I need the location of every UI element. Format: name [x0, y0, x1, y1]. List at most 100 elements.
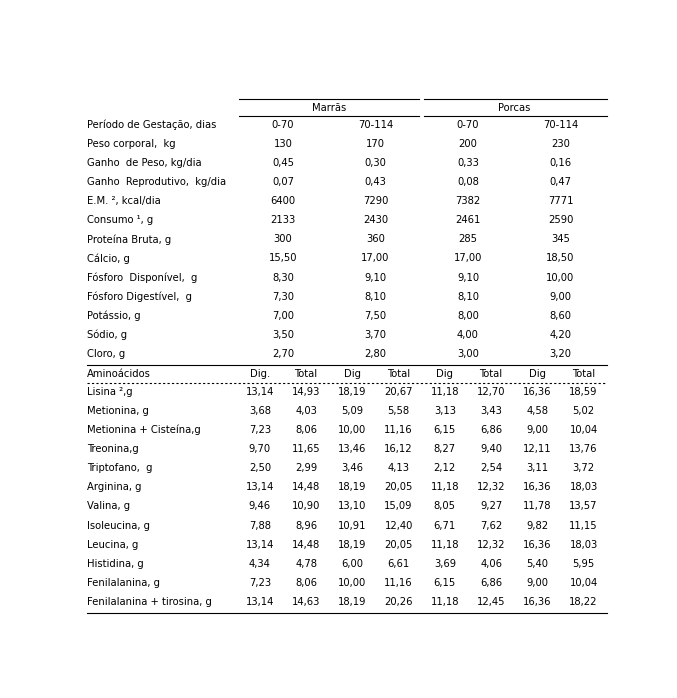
Text: 3,70: 3,70: [364, 329, 387, 340]
Text: 18,03: 18,03: [569, 540, 598, 549]
Text: Porcas: Porcas: [498, 103, 530, 112]
Text: 7771: 7771: [548, 196, 573, 206]
Text: 3,20: 3,20: [550, 349, 571, 359]
Text: 6,00: 6,00: [341, 558, 364, 569]
Text: 4,13: 4,13: [388, 463, 410, 473]
Text: 14,48: 14,48: [292, 482, 320, 492]
Text: 14,63: 14,63: [292, 597, 320, 607]
Text: Arginina, g: Arginina, g: [87, 482, 141, 492]
Text: 70-114: 70-114: [358, 120, 393, 130]
Text: 285: 285: [458, 235, 477, 244]
Text: 18,19: 18,19: [338, 540, 367, 549]
Text: 8,00: 8,00: [457, 311, 479, 320]
Text: 14,48: 14,48: [292, 540, 320, 549]
Text: 13,14: 13,14: [246, 482, 274, 492]
Text: 9,00: 9,00: [550, 292, 571, 302]
Text: 16,36: 16,36: [523, 597, 552, 607]
Text: Treonina,g: Treonina,g: [87, 444, 139, 454]
Text: Lisina ²,g: Lisina ²,g: [87, 387, 133, 397]
Text: 345: 345: [551, 235, 570, 244]
Text: 15,09: 15,09: [385, 501, 413, 512]
Text: 13,14: 13,14: [246, 387, 274, 397]
Text: 12,32: 12,32: [477, 540, 505, 549]
Text: Aminoácidos: Aminoácidos: [87, 369, 151, 379]
Text: 4,58: 4,58: [526, 406, 548, 416]
Text: 4,00: 4,00: [457, 329, 479, 340]
Text: 170: 170: [366, 139, 385, 149]
Text: 8,60: 8,60: [550, 311, 571, 320]
Text: 8,06: 8,06: [295, 425, 317, 435]
Text: 10,00: 10,00: [546, 272, 575, 283]
Text: 0-70: 0-70: [271, 120, 294, 130]
Text: 11,18: 11,18: [431, 387, 459, 397]
Text: 7,50: 7,50: [364, 311, 387, 320]
Text: 4,06: 4,06: [480, 558, 502, 569]
Text: 10,04: 10,04: [569, 425, 598, 435]
Text: Consumo ¹, g: Consumo ¹, g: [87, 215, 154, 225]
Text: 5,02: 5,02: [573, 406, 594, 416]
Text: 10,90: 10,90: [292, 501, 320, 512]
Text: 9,70: 9,70: [249, 444, 271, 454]
Text: 9,40: 9,40: [480, 444, 502, 454]
Text: 3,43: 3,43: [480, 406, 502, 416]
Text: Ganho  de Peso, kg/dia: Ganho de Peso, kg/dia: [87, 158, 202, 168]
Text: Histidina, g: Histidina, g: [87, 558, 144, 569]
Text: 10,91: 10,91: [338, 521, 367, 530]
Text: 13,46: 13,46: [338, 444, 366, 454]
Text: 6400: 6400: [270, 196, 296, 206]
Text: 16,36: 16,36: [523, 387, 552, 397]
Text: 17,00: 17,00: [454, 253, 482, 263]
Text: 11,78: 11,78: [523, 501, 552, 512]
Text: 7290: 7290: [363, 196, 388, 206]
Text: E.M. ², kcal/dia: E.M. ², kcal/dia: [87, 196, 161, 206]
Text: 4,78: 4,78: [295, 558, 317, 569]
Text: 230: 230: [551, 139, 570, 149]
Text: 0,43: 0,43: [364, 177, 387, 187]
Text: 7,23: 7,23: [249, 578, 271, 588]
Text: 12,45: 12,45: [477, 597, 505, 607]
Text: 6,15: 6,15: [434, 578, 456, 588]
Text: 7,23: 7,23: [249, 425, 271, 435]
Text: 8,06: 8,06: [295, 578, 317, 588]
Text: Fósforo  Disponível,  g: Fósforo Disponível, g: [87, 272, 198, 283]
Text: 7382: 7382: [456, 196, 481, 206]
Text: Total: Total: [479, 369, 502, 379]
Text: 7,00: 7,00: [272, 311, 294, 320]
Text: 17,00: 17,00: [362, 253, 390, 263]
Text: 6,86: 6,86: [480, 578, 502, 588]
Text: 16,36: 16,36: [523, 482, 552, 492]
Text: 10,00: 10,00: [338, 425, 366, 435]
Text: 8,27: 8,27: [434, 444, 456, 454]
Text: 5,95: 5,95: [573, 558, 594, 569]
Text: Metionina + Cisteína,g: Metionina + Cisteína,g: [87, 425, 201, 436]
Text: 0-70: 0-70: [457, 120, 479, 130]
Text: 3,50: 3,50: [272, 329, 294, 340]
Text: Cloro, g: Cloro, g: [87, 349, 125, 359]
Text: 20,67: 20,67: [385, 387, 413, 397]
Text: 4,20: 4,20: [550, 329, 571, 340]
Text: 13,14: 13,14: [246, 597, 274, 607]
Text: 18,19: 18,19: [338, 387, 367, 397]
Text: 18,50: 18,50: [546, 253, 575, 263]
Text: 2,50: 2,50: [249, 463, 271, 473]
Text: Sódio, g: Sódio, g: [87, 329, 127, 340]
Text: 14,93: 14,93: [292, 387, 320, 397]
Text: Triptofano,  g: Triptofano, g: [87, 463, 153, 473]
Text: 6,86: 6,86: [480, 425, 502, 435]
Text: 360: 360: [366, 235, 385, 244]
Text: Isoleucina, g: Isoleucina, g: [87, 521, 150, 530]
Text: 9,82: 9,82: [526, 521, 548, 530]
Text: 16,36: 16,36: [523, 540, 552, 549]
Text: 11,65: 11,65: [292, 444, 320, 454]
Text: 2,12: 2,12: [434, 463, 456, 473]
Text: 11,16: 11,16: [385, 578, 413, 588]
Text: 11,18: 11,18: [431, 597, 459, 607]
Text: 5,40: 5,40: [526, 558, 548, 569]
Text: Ganho  Reprodutivo,  kg/dia: Ganho Reprodutivo, kg/dia: [87, 177, 226, 187]
Text: 3,11: 3,11: [526, 463, 548, 473]
Text: 18,22: 18,22: [569, 597, 598, 607]
Text: 13,10: 13,10: [338, 501, 366, 512]
Text: 9,10: 9,10: [364, 272, 387, 283]
Text: 200: 200: [458, 139, 477, 149]
Text: 0,16: 0,16: [549, 158, 571, 168]
